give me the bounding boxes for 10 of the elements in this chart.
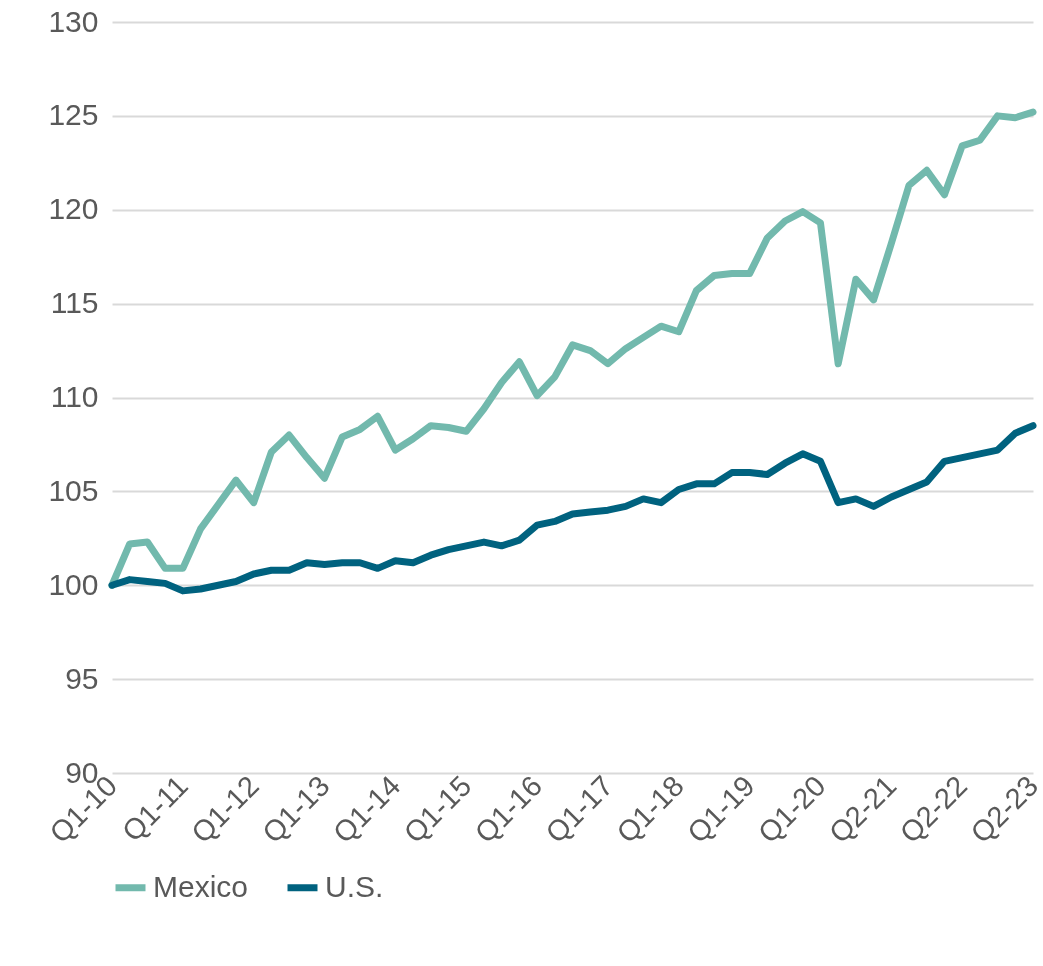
y-tick-label: 105 [48,473,99,507]
y-tick-label: 120 [48,192,99,226]
y-tick-label: 125 [48,98,99,132]
y-tick-label: 110 [50,380,99,413]
y-tick-label: 130 [48,4,99,38]
y-tick-label: 95 [65,661,99,695]
y-tick-label: 115 [50,286,99,320]
legend-label: U.S. [325,869,384,903]
y-tick-label: 100 [48,567,99,601]
legend-label: Mexico [153,869,249,903]
